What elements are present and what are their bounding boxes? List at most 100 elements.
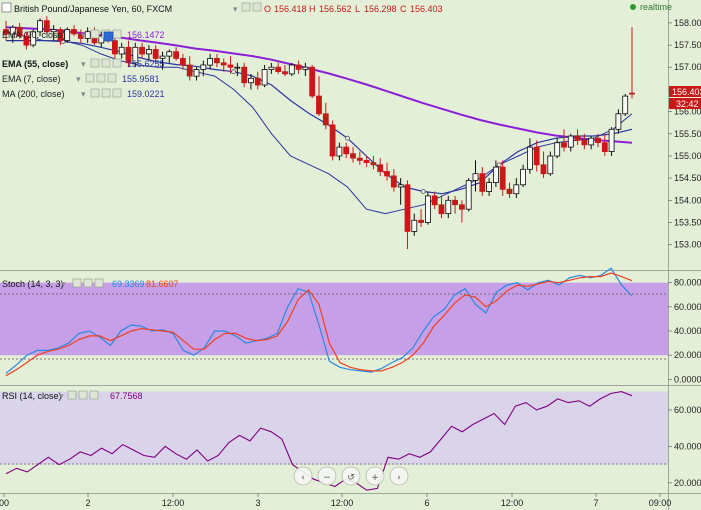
- candle-body: [520, 168, 526, 186]
- nav-button[interactable]: [293, 466, 313, 486]
- nav-button[interactable]: [365, 466, 385, 486]
- time-tick-label: 3: [255, 498, 260, 508]
- indicator-value: 155.6255: [127, 59, 165, 69]
- price-tick-label: 154.000: [674, 195, 701, 205]
- candle-body: [465, 179, 472, 210]
- high-label: H: [309, 4, 316, 14]
- close-icon[interactable]: [94, 278, 104, 288]
- stoch-legend: Stoch (14, 3, 3) ▾ 69.3369 81.6607: [2, 278, 179, 289]
- stoch-tick-label: 40.0000: [674, 326, 701, 336]
- settings-icon[interactable]: [96, 73, 106, 83]
- candle: [30, 29, 37, 48]
- high-value: 156.562: [319, 4, 352, 14]
- rsi-menu-chevron-icon[interactable]: ▾: [59, 391, 64, 401]
- rsi-tick-label: 20.0000: [674, 478, 701, 488]
- candle: [302, 62, 309, 77]
- price-tick-label: 156.000: [674, 107, 701, 117]
- indicator-menu-chevron-icon[interactable]: ▾: [76, 74, 81, 84]
- indicator-legend: EMA (90, close) ▾ 156.1472 EMA (55, close) ▾…: [2, 29, 165, 99]
- candle-body: [547, 155, 554, 175]
- settings-icon[interactable]: [101, 58, 111, 68]
- close-icon[interactable]: [89, 390, 99, 400]
- eye-icon[interactable]: [72, 278, 82, 288]
- last-price-box: [669, 86, 701, 97]
- zoom-in-icon[interactable]: +: [365, 466, 385, 486]
- realtime-label: realtime: [640, 2, 672, 12]
- indicator-menu-chevron-icon[interactable]: ▾: [81, 59, 86, 69]
- nav-button[interactable]: [341, 466, 361, 486]
- candle-body: [492, 166, 499, 184]
- eye-icon[interactable]: [85, 73, 95, 83]
- stoch-k-value: 69.3369: [112, 279, 145, 289]
- chevron-right-icon[interactable]: ›: [389, 466, 409, 486]
- candle: [152, 45, 159, 63]
- symbol-checkbox[interactable]: [1, 2, 12, 13]
- stoch-menu-chevron-icon[interactable]: ▾: [61, 279, 66, 289]
- close-icon[interactable]: [107, 73, 117, 83]
- indicator-row: MA (200, close) ▾ 159.0221: [2, 88, 165, 99]
- realtime-dot-icon: [630, 4, 636, 10]
- candle: [132, 42, 139, 68]
- close-icon[interactable]: [112, 29, 122, 39]
- zoom-out-icon[interactable]: −: [317, 466, 337, 486]
- price-tick-label: 157.500: [674, 40, 701, 50]
- eye-icon[interactable]: [90, 58, 100, 68]
- eye-icon[interactable]: [90, 29, 100, 39]
- zoom-out-glyph: −: [323, 473, 331, 483]
- reset-glyph: ↺: [347, 473, 355, 483]
- candle-body: [9, 26, 16, 35]
- close-icon[interactable]: [112, 58, 122, 68]
- eye-icon[interactable]: [67, 390, 77, 400]
- candle-body: [112, 40, 118, 55]
- candle-body: [43, 20, 50, 33]
- stoch-series: [5, 267, 633, 377]
- candle: [574, 129, 581, 145]
- indicator-menu-chevron-icon[interactable]: ▾: [81, 30, 86, 40]
- ema-marker: [231, 69, 237, 75]
- chevron-right-glyph: ›: [397, 473, 401, 483]
- candle: [608, 127, 615, 156]
- eye-icon[interactable]: [241, 2, 251, 12]
- stoch-band: [0, 282, 668, 356]
- candle: [472, 160, 479, 192]
- candle: [445, 195, 452, 219]
- candle: [397, 178, 404, 205]
- candle: [438, 195, 445, 219]
- candle-body: [540, 164, 547, 175]
- close-label: C: [400, 4, 407, 14]
- settings-icon[interactable]: [252, 2, 262, 12]
- candle: [418, 209, 425, 227]
- nav-button[interactable]: [317, 466, 337, 486]
- candle: [71, 25, 77, 37]
- candle-body: [166, 51, 173, 57]
- candle-body: [561, 142, 567, 148]
- candle: [458, 200, 465, 223]
- reset-icon[interactable]: ↺: [341, 466, 361, 486]
- candle-body: [23, 35, 30, 46]
- candle-body: [309, 66, 316, 97]
- indicator-selected-icon[interactable]: [103, 31, 114, 42]
- candle-body: [37, 20, 43, 33]
- candle: [452, 195, 459, 214]
- candle: [57, 27, 64, 46]
- indicator-menu-chevron-icon[interactable]: ▾: [81, 89, 86, 99]
- close-icon[interactable]: [112, 88, 122, 98]
- indicator-value: 155.9581: [122, 74, 160, 84]
- candle-body: [288, 64, 295, 75]
- countdown-box: [669, 98, 701, 109]
- candle-body: [159, 55, 166, 59]
- nav-button[interactable]: [389, 466, 409, 486]
- symbol-menu-chevron-icon[interactable]: ▾: [233, 4, 238, 14]
- candle-body: [472, 173, 479, 181]
- candle: [288, 62, 295, 77]
- settings-icon[interactable]: [101, 88, 111, 98]
- settings-icon[interactable]: [83, 278, 93, 288]
- eye-icon[interactable]: [90, 88, 100, 98]
- candle: [390, 169, 397, 192]
- chevron-left-icon[interactable]: ‹: [293, 466, 313, 486]
- settings-icon[interactable]: [78, 390, 88, 400]
- candle: [77, 29, 84, 43]
- candle-body: [533, 146, 540, 166]
